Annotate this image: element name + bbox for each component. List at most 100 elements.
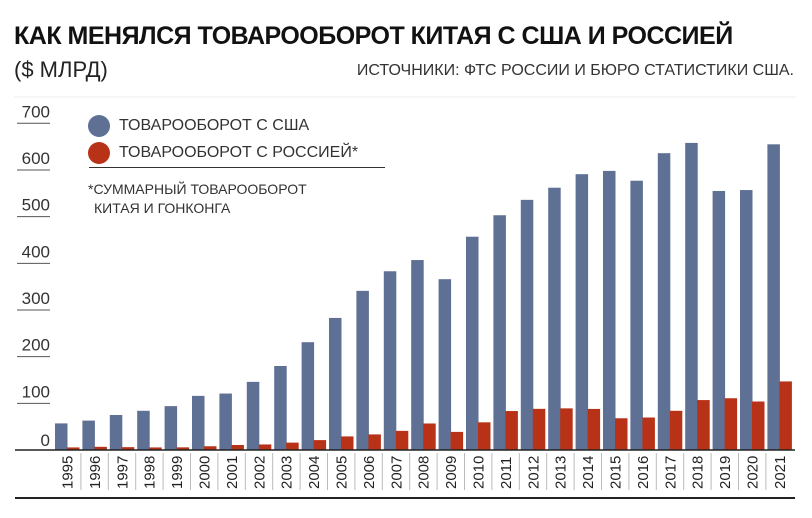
bar-russia-2019: [724, 398, 738, 450]
bar-usa-2021: [767, 144, 780, 450]
bar-usa-2018: [685, 142, 698, 450]
legend: ТОВАРООБОРОТ С США ТОВАРООБОРОТ С РОССИЕ…: [88, 112, 358, 166]
x-tick-label: 2016: [635, 456, 652, 489]
bar-russia-2020: [752, 401, 765, 450]
bar-russia-2006: [368, 434, 381, 450]
y-tick-label: 400: [22, 242, 50, 261]
bar-usa-2011: [493, 215, 506, 450]
bar-russia-2012: [532, 408, 546, 450]
bar-usa-2019: [712, 190, 726, 450]
footnote-line-2: КИТАЯ И ГОНКОНГА: [94, 200, 231, 216]
x-tick-label: 2001: [224, 456, 241, 489]
bar-russia-2009: [450, 431, 464, 450]
x-tick-label: 1995: [60, 456, 77, 489]
bar-russia-2005: [341, 436, 354, 450]
bar-russia-2017: [669, 410, 683, 450]
legend-dot-usa: [88, 114, 110, 137]
y-tick-label: 300: [22, 289, 50, 308]
bar-russia-1998: [149, 447, 162, 450]
bar-usa-2008: [411, 260, 424, 450]
bar-usa-2001: [219, 393, 232, 450]
bar-russia-2002: [258, 444, 272, 450]
bar-russia-2007: [395, 430, 409, 450]
source-note: ИСТОЧНИКИ: ФТС РОССИИ И БЮРО СТАТИСТИКИ …: [356, 62, 794, 79]
bar-usa-2017: [657, 153, 671, 450]
x-tick-label: 2015: [608, 456, 625, 489]
x-tick-label: 2021: [772, 456, 789, 489]
bar-russia-2014: [587, 408, 601, 450]
legend-dot-russia: [88, 141, 110, 164]
bar-usa-2015: [603, 170, 616, 451]
bar-russia-1999: [176, 447, 190, 450]
bar-usa-2004: [301, 342, 315, 450]
bar-russia-2003: [286, 442, 299, 450]
y-tick-label: 200: [22, 336, 50, 355]
bar-usa-1999: [164, 406, 178, 450]
legend-item-russia: ТОВАРООБОРОТ С РОССИЕЙ*: [88, 139, 358, 166]
x-tick-label: 1999: [169, 456, 186, 489]
x-tick-label: 1998: [142, 456, 159, 489]
bar-russia-2008: [423, 423, 436, 450]
bar-usa-1997: [109, 414, 123, 450]
x-tick-label: 2010: [471, 456, 488, 489]
bar-usa-2006: [356, 290, 369, 450]
y-tick-label: 0: [41, 431, 50, 450]
x-tick-label: 1996: [87, 456, 104, 489]
legend-label-usa: ТОВАРООБОРОТ С США: [119, 116, 310, 134]
chart-title: КАК МЕНЯЛСЯ ТОВАРООБОРОТ КИТАЯ С США И Р…: [14, 22, 733, 50]
y-tick-label: 100: [22, 382, 50, 401]
bar-russia-2010: [478, 422, 491, 450]
legend-item-usa: ТОВАРООБОРОТ С США: [88, 112, 358, 139]
bar-usa-1998: [137, 410, 150, 450]
x-tick-label: 1997: [114, 456, 131, 489]
bar-russia-2021: [779, 381, 792, 450]
bar-russia-1997: [121, 447, 135, 450]
bar-russia-2016: [642, 417, 655, 450]
x-tick-label: 2020: [745, 456, 762, 489]
x-tick-label: 2014: [580, 456, 597, 489]
bar-usa-2005: [329, 317, 342, 450]
bar-usa-2020: [740, 190, 753, 450]
x-tick-label: 2002: [251, 456, 268, 489]
bar-russia-2015: [615, 418, 628, 450]
x-tick-label: 2006: [361, 456, 378, 489]
x-tick-label: 2005: [334, 456, 351, 489]
legend-divider: [89, 167, 385, 168]
bar-usa-1995: [55, 423, 68, 450]
x-tick-label: 2007: [388, 456, 405, 489]
x-tick-label: 2017: [662, 456, 679, 489]
x-tick-label: 2011: [498, 457, 515, 489]
bar-usa-2000: [192, 395, 205, 450]
x-tick-label: 2012: [525, 456, 542, 489]
bar-russia-1995: [67, 447, 80, 450]
footnote: *СУММАРНЫЙ ТОВАРООБОРОТ КИТАЯ И ГОНКОНГА: [88, 180, 307, 218]
bar-usa-2003: [274, 365, 287, 450]
y-tick-label: 500: [22, 196, 50, 215]
footnote-line-1: *СУММАРНЫЙ ТОВАРООБОРОТ: [88, 181, 307, 197]
bar-usa-2007: [383, 271, 397, 450]
x-tick-label: 2000: [197, 456, 214, 489]
y-tick-label: 700: [22, 102, 50, 121]
y-tick-label: 600: [22, 149, 50, 168]
bar-russia-2011: [505, 411, 518, 450]
bar-russia-2018: [697, 400, 710, 450]
x-tick-label: 2008: [416, 456, 433, 489]
bar-russia-2001: [231, 445, 244, 450]
x-tick-label: 2003: [279, 456, 296, 489]
x-tick-label: 2009: [443, 456, 460, 489]
unit-label: ($ МЛРД): [14, 57, 108, 82]
x-tick-label: 2019: [717, 456, 734, 489]
bar-usa-2010: [466, 236, 479, 450]
bar-russia-2004: [313, 440, 327, 450]
bar-usa-2014: [575, 174, 589, 450]
legend-label-russia: ТОВАРООБОРОТ С РОССИЕЙ*: [119, 143, 359, 161]
x-tick-label: 2013: [553, 456, 570, 489]
bar-russia-2000: [204, 446, 217, 450]
bar-usa-2009: [438, 279, 452, 450]
bar-russia-2013: [560, 408, 573, 450]
x-tick-label: 2004: [306, 456, 323, 489]
bar-usa-2002: [246, 381, 260, 450]
x-tick-label: 2018: [690, 456, 707, 489]
